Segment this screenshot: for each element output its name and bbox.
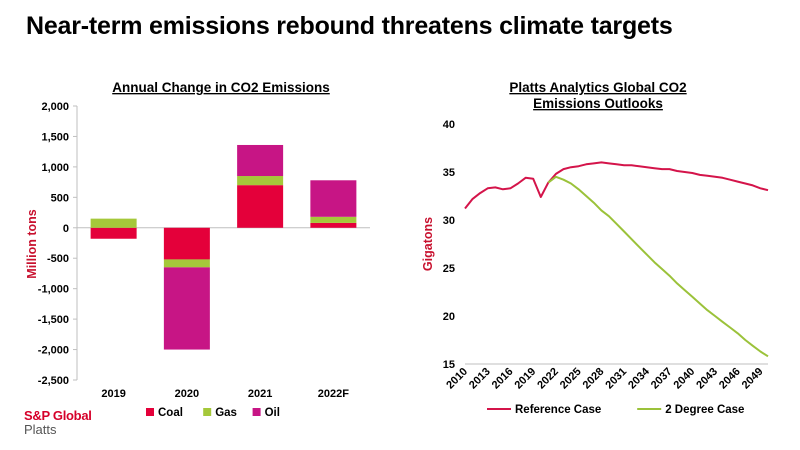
bar-oil-2022f bbox=[310, 180, 357, 217]
legend-label-reference-case: Reference Case bbox=[515, 404, 601, 416]
left-x-tick-label: 2022F bbox=[318, 388, 349, 400]
right-x-tick-label: 2016 bbox=[490, 366, 516, 392]
right-chart-title-line2: Emissions Outlooks bbox=[533, 96, 663, 111]
left-y-ticks: 2,000 1,500 1,000 500 0 -500 -1,000 -1,500 -2,00… bbox=[38, 101, 69, 387]
slide-title: Near-term emissions rebound threatens cl… bbox=[26, 12, 673, 40]
right-lines bbox=[464, 161, 769, 358]
right-x-tick-label: 2019 bbox=[512, 366, 538, 392]
left-chart: Annual Change in CO2 Emissions 2,000 1,50… bbox=[25, 80, 370, 419]
left-bars bbox=[90, 144, 357, 350]
left-x-tick-label: 2020 bbox=[175, 388, 199, 400]
left-y-axis-label: Million tons bbox=[25, 209, 39, 278]
bar-coal-2021 bbox=[237, 185, 284, 228]
right-y-tick-label: 20 bbox=[443, 311, 455, 323]
legend-label-oil: Oil bbox=[265, 407, 280, 419]
right-x-tick-label: 2046 bbox=[717, 366, 743, 392]
right-x-tick-label: 2040 bbox=[672, 366, 698, 392]
bar-oil-2021 bbox=[237, 144, 284, 177]
right-y-tick-label: 30 bbox=[443, 215, 455, 227]
right-y-tick-label: 25 bbox=[443, 263, 455, 275]
right-x-ticks: 2010201320162019202220252028203120342037… bbox=[444, 363, 768, 392]
legend-swatch-gas bbox=[203, 408, 212, 416]
right-x-tick-label: 2037 bbox=[649, 366, 675, 392]
right-chart-title-line1: Platts Analytics Global CO2 bbox=[509, 80, 686, 95]
right-x-tick-label: 2028 bbox=[581, 366, 607, 392]
left-y-tick-label: -500 bbox=[47, 253, 69, 265]
sp-global-platts-logo: S&P Global Platts bbox=[24, 409, 92, 436]
left-y-tick-label: 0 bbox=[63, 223, 69, 235]
legend-label-coal: Coal bbox=[158, 407, 183, 419]
left-grid bbox=[73, 105, 370, 381]
right-y-ticks: 15 20 25 30 35 40 bbox=[443, 119, 455, 371]
left-y-tick-label: -2,000 bbox=[38, 345, 69, 357]
right-x-tick-label: 2043 bbox=[694, 366, 720, 392]
right-x-tick-label: 2022 bbox=[535, 366, 561, 392]
right-x-tick-label: 2013 bbox=[467, 366, 493, 392]
bar-gas-2021 bbox=[237, 176, 284, 186]
logo-line1: S&P Global bbox=[24, 408, 92, 423]
right-y-tick-label: 15 bbox=[443, 359, 455, 371]
bar-gas-2020 bbox=[163, 259, 210, 268]
right-y-tick-label: 40 bbox=[443, 119, 455, 131]
right-chart: Platts Analytics Global CO2 Emissions Ou… bbox=[421, 80, 769, 416]
right-y-axis-label: Gigatons bbox=[421, 217, 435, 271]
left-y-tick-label: 2,000 bbox=[41, 101, 69, 113]
bar-oil-2020 bbox=[163, 267, 210, 350]
left-legend: Coal Gas Oil bbox=[146, 407, 280, 419]
legend-label-2-degree-case: 2 Degree Case bbox=[665, 404, 744, 416]
left-x-tick-label: 2021 bbox=[248, 388, 272, 400]
right-x-tick-label: 2049 bbox=[740, 366, 766, 392]
left-y-tick-label: 1,000 bbox=[41, 162, 69, 174]
legend-label-gas: Gas bbox=[215, 407, 237, 419]
right-legend: Reference Case 2 Degree Case bbox=[487, 404, 744, 416]
left-x-tick-label: 2019 bbox=[101, 388, 125, 400]
legend-swatch-coal bbox=[146, 408, 154, 416]
left-y-tick-label: 1,500 bbox=[41, 131, 69, 143]
logo-line2: Platts bbox=[24, 421, 57, 437]
left-chart-title: Annual Change in CO2 Emissions bbox=[112, 80, 330, 95]
left-y-tick-label: -2,500 bbox=[38, 375, 69, 387]
left-y-tick-label: -1,000 bbox=[38, 284, 69, 296]
bar-coal-2019 bbox=[90, 227, 137, 239]
right-y-tick-label: 35 bbox=[443, 167, 455, 179]
series-line-reference-case bbox=[464, 161, 769, 210]
bar-gas-2022f bbox=[310, 216, 357, 223]
right-x-tick-label: 2031 bbox=[603, 366, 629, 392]
series-line-2-degree-case bbox=[547, 175, 769, 358]
legend-swatch-oil bbox=[252, 408, 261, 416]
bar-coal-2022f bbox=[310, 222, 357, 228]
left-y-tick-label: -1,500 bbox=[38, 314, 69, 326]
left-x-ticks: 2019 2020 2021 2022F bbox=[101, 388, 349, 400]
right-x-tick-label: 2034 bbox=[626, 365, 652, 391]
bar-coal-2020 bbox=[163, 227, 210, 260]
bar-gas-2019 bbox=[90, 218, 137, 228]
right-x-tick-label: 2025 bbox=[558, 366, 584, 392]
left-y-tick-label: 500 bbox=[51, 192, 69, 204]
